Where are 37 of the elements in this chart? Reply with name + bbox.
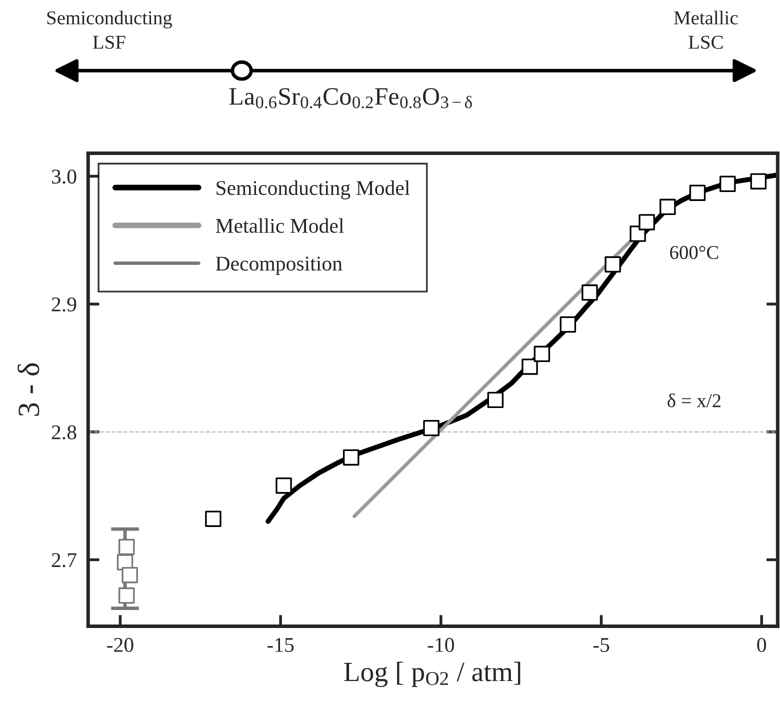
annotation: 600°C (670, 246, 718, 260)
legend-label: Semiconducting Model (216, 180, 410, 200)
point (582, 284, 598, 301)
point (205, 510, 222, 527)
text: Metallic LSC (674, 10, 738, 49)
point (423, 420, 440, 436)
y-tick-label: 2.9 (52, 297, 76, 312)
point (343, 449, 360, 466)
point (487, 392, 504, 408)
legend-label: Decomposition (216, 256, 342, 275)
point (689, 184, 706, 201)
point (660, 198, 676, 216)
x-axis-title: Log [ p$_{O2}$ / atm] (344, 662, 520, 688)
point (750, 173, 767, 190)
legend-label: Metallic Model (216, 218, 344, 233)
point (118, 587, 135, 604)
y-tick-label: 2.8 (52, 425, 76, 440)
y-tick-label: 3.0 (52, 170, 76, 184)
x-tick-label: -5 (593, 638, 610, 652)
point (534, 346, 550, 362)
y-tick-label: 2.7 (52, 553, 76, 568)
x-tick-label: -20 (107, 638, 134, 652)
point (118, 538, 135, 556)
point (604, 256, 621, 273)
x-tick-label: 0 (757, 638, 766, 652)
y-axis-title: 3 - δ (18, 363, 40, 416)
annotation: δ = x/2 (668, 394, 720, 408)
point (560, 316, 576, 333)
text: Semiconducting LSF (47, 10, 172, 49)
point (720, 176, 736, 192)
text: La$_{0.6}$Sr$_{0.4}$Co$_{0.2}$Fe$_{0.8}$O$_{3−δ}$ (229, 88, 472, 108)
point (122, 566, 138, 584)
point (638, 214, 655, 230)
x-tick-label: -10 (428, 638, 454, 652)
point (276, 477, 292, 494)
x-tick-label: -15 (267, 638, 294, 652)
point (522, 358, 538, 375)
